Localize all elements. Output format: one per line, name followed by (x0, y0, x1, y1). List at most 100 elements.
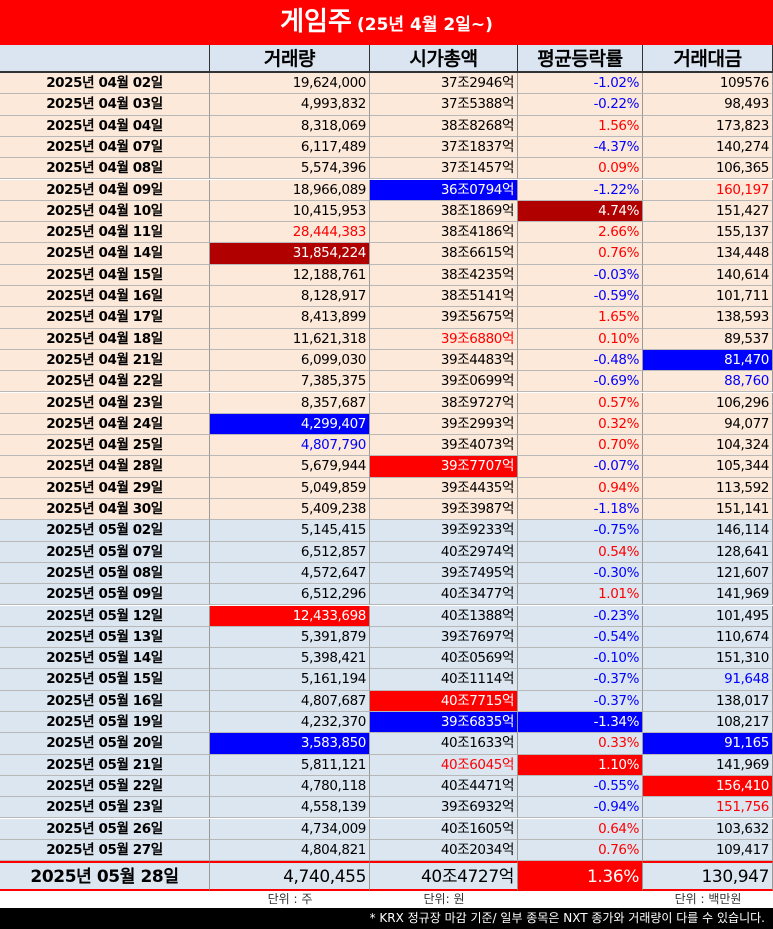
value-cell: 0.57% (518, 392, 643, 414)
date-cell: 2025년 05월 26일 (0, 818, 210, 840)
date-cell: 2025년 05월 13일 (0, 626, 210, 649)
unit-row: 단위 : 주 단위: 원 단위 : 백만원 (0, 891, 773, 908)
date-cell: 2025년 04월 24일 (0, 413, 210, 436)
column-header: 거래대금 (643, 45, 773, 73)
value-cell: 6,099,030 (210, 349, 370, 372)
date-cell: 2025년 05월 07일 (0, 541, 210, 563)
value-cell: -0.75% (518, 520, 643, 542)
unit-label: 단위: 원 (423, 892, 465, 906)
unit-label: 단위 : 백만원 (674, 892, 742, 906)
value-cell: 28,444,383 (210, 222, 370, 244)
value-cell: 39조6932억 (370, 797, 518, 819)
value-cell: 40조1388억 (370, 605, 518, 627)
value-cell: 0.33% (518, 733, 643, 755)
value-cell: 108,217 (643, 712, 773, 734)
value-cell: 4,572,647 (210, 562, 370, 585)
value-cell: 39조6835억 (370, 712, 518, 734)
value-cell: 36조0794억 (370, 179, 518, 201)
value-cell: 0.64% (518, 818, 643, 840)
value-cell: 40조6045억 (370, 754, 518, 776)
date-cell: 2025년 04월 02일 (0, 73, 210, 95)
value-cell: -0.55% (518, 775, 643, 798)
value-cell: 5,574,396 (210, 158, 370, 180)
value-cell: 0.70% (518, 435, 643, 457)
value-cell: -0.94% (518, 797, 643, 819)
value-cell: 39조5675억 (370, 307, 518, 329)
value-cell: 1.10% (518, 754, 643, 776)
date-cell: 2025년 04월 03일 (0, 94, 210, 116)
value-cell: 0.09% (518, 158, 643, 180)
value-cell: 151,141 (643, 499, 773, 521)
value-cell: 39조7707억 (370, 456, 518, 478)
value-cell: 4.74% (518, 200, 643, 223)
value-cell: 12,188,761 (210, 264, 370, 286)
date-cell: 2025년 04월 30일 (0, 499, 210, 521)
value-cell: 151,756 (643, 797, 773, 819)
value-cell: -4.37% (518, 136, 643, 159)
value-cell: 1.65% (518, 307, 643, 329)
value-cell: 8,128,917 (210, 286, 370, 308)
value-cell: 19,624,000 (210, 73, 370, 95)
value-cell: 151,310 (643, 648, 773, 670)
date-cell: 2025년 04월 18일 (0, 328, 210, 350)
value-cell: 0.94% (518, 477, 643, 499)
value-cell: 89,537 (643, 328, 773, 350)
value-cell: 37조1837억 (370, 136, 518, 159)
value-cell: 4,558,139 (210, 797, 370, 819)
value-cell: 141,969 (643, 584, 773, 606)
value-cell: 4,780,118 (210, 775, 370, 798)
value-cell: 173,823 (643, 115, 773, 137)
value-cell: 7,385,375 (210, 371, 370, 393)
table: 거래량 시가총액 평균등락률 거래대금 2025년 04월 02일 19,624,000 3… (0, 45, 773, 891)
date-cell: 2025년 05월 15일 (0, 669, 210, 691)
value-cell: 5,145,415 (210, 520, 370, 542)
value-cell: -0.10% (518, 648, 643, 670)
value-cell: 39조4435억 (370, 477, 518, 499)
date-cell: 2025년 05월 21일 (0, 754, 210, 776)
footer: * KRX 정규장 마감 기준/ 일부 종목은 NXT 종가와 거래량이 다를 … (0, 908, 773, 929)
date-cell: 2025년 05월 02일 (0, 520, 210, 542)
value-cell: 40조0569억 (370, 648, 518, 670)
value-cell: 155,137 (643, 222, 773, 244)
date-cell: 2025년 05월 19일 (0, 712, 210, 734)
value-cell: -0.30% (518, 562, 643, 585)
value-cell: 5,811,121 (210, 754, 370, 776)
value-cell: -0.48% (518, 349, 643, 372)
value-cell: 38조5141억 (370, 286, 518, 308)
value-cell: 113,592 (643, 477, 773, 499)
value-cell: 5,049,859 (210, 477, 370, 499)
value-cell: 98,493 (643, 94, 773, 116)
value-cell: -0.23% (518, 605, 643, 627)
value-cell: 128,641 (643, 541, 773, 563)
value-cell: 91,648 (643, 669, 773, 691)
date-cell: 2025년 04월 29일 (0, 477, 210, 499)
value-cell: 1.01% (518, 584, 643, 606)
value-cell: -0.54% (518, 626, 643, 649)
value-cell: 141,969 (643, 754, 773, 776)
value-cell: 39조4483억 (370, 349, 518, 372)
value-cell: -0.07% (518, 456, 643, 478)
date-cell: 2025년 04월 07일 (0, 136, 210, 159)
value-cell: 38조9727억 (370, 392, 518, 414)
last-value-cell: 40조4727억 (370, 861, 518, 891)
value-cell: -0.22% (518, 94, 643, 116)
value-cell: 8,413,899 (210, 307, 370, 329)
value-cell: 94,077 (643, 413, 773, 436)
date-cell: 2025년 04월 15일 (0, 264, 210, 286)
value-cell: 40조3477억 (370, 584, 518, 606)
value-cell: 140,614 (643, 264, 773, 286)
value-cell: 39조3987억 (370, 499, 518, 521)
last-date-cell: 2025년 05월 28일 (0, 861, 210, 891)
value-cell: 38조4235억 (370, 264, 518, 286)
value-cell: -1.22% (518, 179, 643, 201)
date-cell: 2025년 04월 16일 (0, 286, 210, 308)
value-cell: 40조4471억 (370, 775, 518, 798)
date-cell: 2025년 05월 27일 (0, 839, 210, 862)
value-cell: -0.37% (518, 669, 643, 691)
date-cell: 2025년 05월 08일 (0, 562, 210, 585)
value-cell: 88,760 (643, 371, 773, 393)
value-cell: 38조1869억 (370, 200, 518, 223)
date-cell: 2025년 04월 08일 (0, 158, 210, 180)
value-cell: 39조2993억 (370, 413, 518, 436)
